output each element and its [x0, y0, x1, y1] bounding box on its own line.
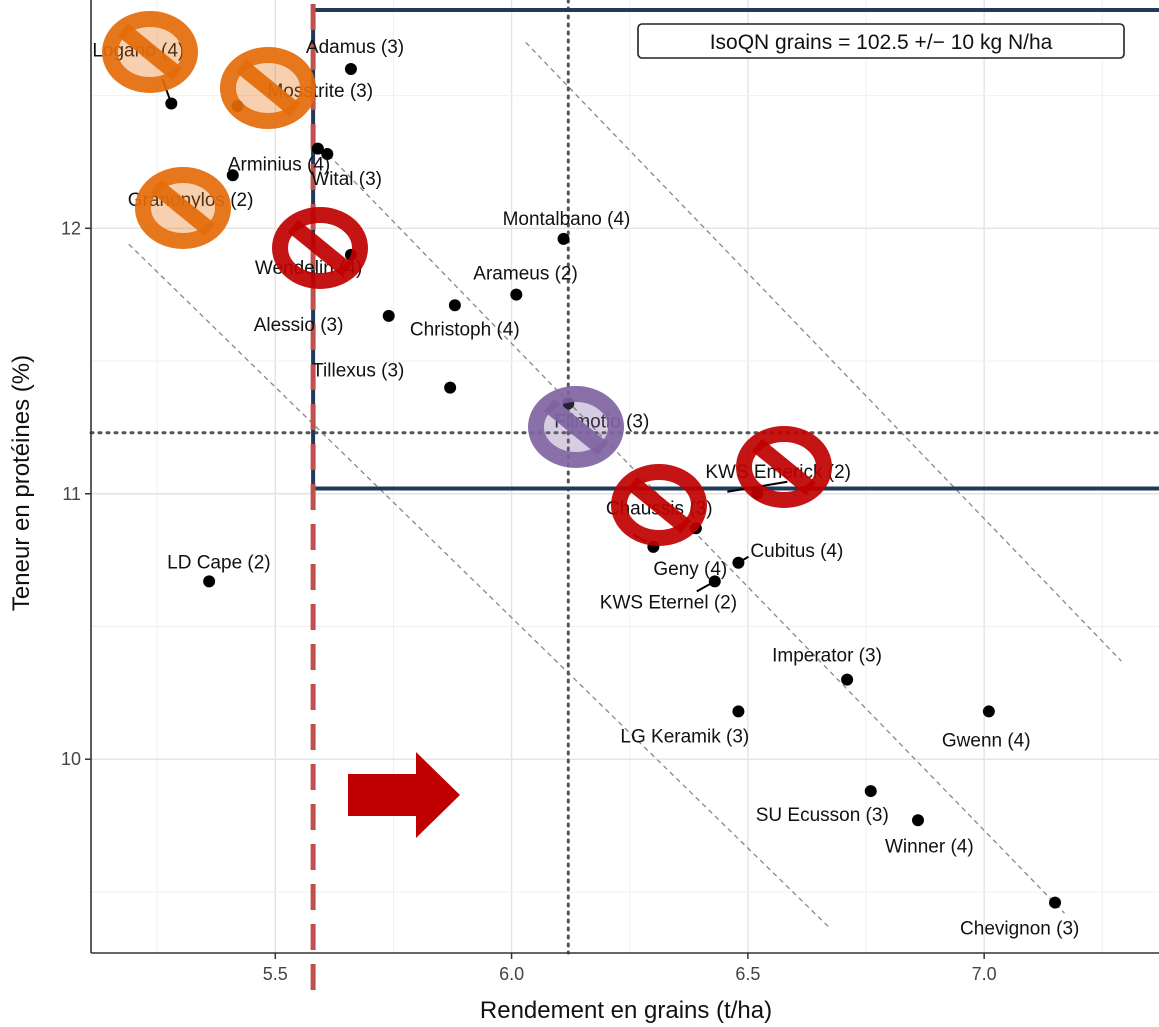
no-sign-red [736, 426, 832, 508]
direction-arrow [348, 752, 460, 838]
point-label: Alessio (3) [254, 315, 344, 336]
data-point [344, 63, 357, 76]
data-point [311, 142, 324, 155]
point-label: Gwenn (4) [942, 730, 1031, 751]
point-label: Mosstrite (3) [267, 81, 373, 102]
legend-box: IsoQN grains = 102.5 +/− 10 kg N/ha [637, 23, 1125, 59]
point-label: Chevignon (3) [960, 919, 1079, 940]
y-tick-label: 10 [61, 749, 81, 769]
x-tick-label: 6.5 [735, 964, 760, 984]
reference-lines [89, 0, 1159, 1000]
iso-line-lower [128, 243, 829, 927]
y-tick-label: 12 [61, 218, 81, 238]
data-point [732, 705, 745, 718]
data-point [448, 299, 461, 312]
data-point [732, 556, 745, 569]
data-point [708, 575, 721, 588]
point-label: Imperator (3) [772, 646, 882, 667]
no-sign-purple [528, 386, 624, 468]
point-label: Adamus (3) [306, 37, 404, 58]
axis-ticks: 5.5 6.0 6.5 7.0 10 11 12 [61, 218, 997, 984]
legend-frame [637, 23, 1125, 59]
data-point [510, 288, 523, 301]
point-label: LG Keramik (3) [620, 726, 749, 747]
iso-line-upper [525, 42, 1122, 662]
y-axis-title: Teneur en protéines (%) [8, 355, 35, 611]
point-label: Wital (3) [311, 169, 382, 190]
point-label: Montalbano (4) [503, 209, 631, 230]
point-label: LD Cape (2) [167, 552, 271, 573]
point-label: KWS Eternel (2) [600, 592, 737, 613]
data-point [982, 705, 995, 718]
point-label: SU Ecusson (3) [756, 805, 889, 826]
data-point [321, 147, 334, 160]
y-tick-label: 11 [62, 484, 81, 504]
plot-frame [90, 0, 1159, 954]
point-label: Geny (4) [653, 559, 727, 580]
annotations [102, 11, 832, 838]
data-point [911, 814, 924, 827]
point-label: Tillexus (3) [312, 361, 404, 382]
data-point [203, 575, 216, 588]
no-sign-orange [135, 167, 231, 249]
point-label: Winner (4) [885, 836, 974, 857]
data-point [557, 232, 570, 245]
x-axis-title: Rendement en grains (t/ha) [480, 997, 772, 1024]
x-tick-label: 5.5 [263, 964, 288, 984]
x-tick-label: 7.0 [972, 964, 997, 984]
data-point [1049, 896, 1062, 909]
data-point [382, 309, 395, 322]
data-point [165, 97, 178, 110]
data-point [444, 381, 457, 394]
legend-text: IsoQN grains = 102.5 +/− 10 kg N/ha [710, 31, 1053, 54]
no-sign-orange [220, 47, 316, 129]
point-label: Arameus (2) [473, 264, 578, 285]
x-tick-label: 6.0 [499, 964, 524, 984]
point-label: Christoph (4) [410, 319, 520, 340]
no-sign-red [272, 207, 368, 289]
no-sign-orange [102, 11, 198, 93]
point-label: Cubitus (4) [750, 541, 843, 562]
point-labels: Adamus (3)Logano (4)Mosstrite (3)Arminiu… [92, 37, 1079, 940]
data-points [165, 63, 1062, 909]
data-point [226, 169, 239, 182]
data-point [841, 673, 854, 686]
point-label: Arminius (4) [228, 155, 330, 176]
data-point [864, 785, 877, 798]
no-sign-red [611, 464, 707, 546]
